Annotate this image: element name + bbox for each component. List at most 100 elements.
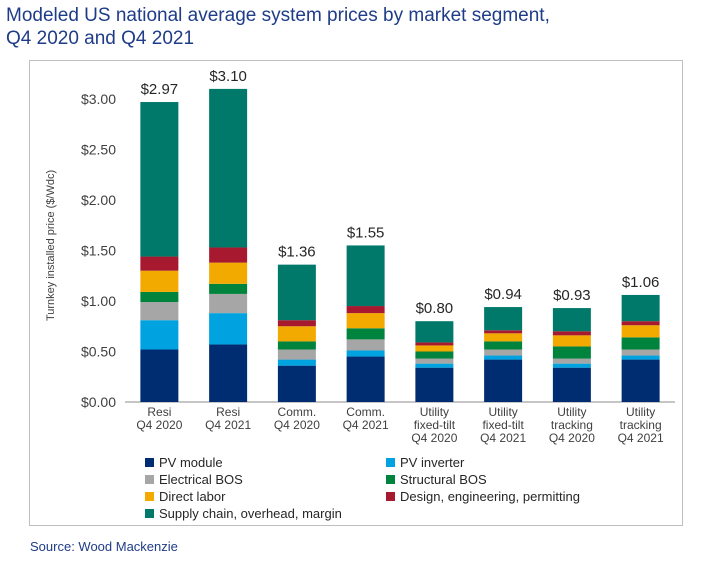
bar-segment-structural_bos [277,341,316,350]
bar-segment-pv_module [209,344,248,402]
bar-segment-structural_bos [621,337,660,350]
bar-segment-supply_chain [277,264,316,321]
legend-label-structural_bos: Structural BOS [400,472,487,487]
y-tick-label: $0.00 [81,394,116,410]
legend-label-direct_labor: Direct labor [159,489,226,504]
x-tick-label: Q4 2020 [136,418,182,432]
bar-segment-supply_chain [209,88,248,248]
y-tick-label: $1.00 [81,293,116,309]
legend-label-supply_chain: Supply chain, overhead, margin [159,506,342,521]
x-tick-label: Comm. [346,405,385,419]
legend-swatch-pv_module [145,458,154,467]
bar-segment-pv_inverter [552,363,591,368]
bar-segment-electrical_bos [484,349,523,356]
bar-segment-design [484,330,523,334]
bar-segment-structural_bos [209,283,248,294]
bar-segment-pv_module [415,367,454,402]
bar-segment-pv_inverter [140,320,179,350]
bar-segment-design [552,331,591,336]
y-tick-label: $3.00 [81,91,116,107]
bar-segment-pv_inverter [621,355,660,360]
bar-segment-pv_module [552,367,591,402]
x-tick-label: fixed-tilt [414,418,456,432]
bar-segment-electrical_bos [621,349,660,356]
bar-total-label: $0.94 [484,286,522,303]
bar-total-label: $2.97 [141,81,179,98]
x-tick-label: tracking [551,418,593,432]
bar-segment-supply_chain [415,321,454,343]
x-tick-label: Utility [420,405,449,419]
y-tick-label: $2.00 [81,192,116,208]
bar-segment-pv_inverter [484,355,523,360]
x-tick-label: tracking [620,418,662,432]
bar-segment-design [140,256,179,271]
x-tick-label: Resi [147,405,171,419]
chart-title-line-1: Modeled US national average system price… [6,5,550,26]
bar-segment-pv_module [484,359,523,402]
x-tick-label: Q4 2021 [480,431,526,445]
bar-segment-electrical_bos [346,339,385,351]
legend-swatch-design [386,492,395,501]
bar-segment-pv_module [621,359,660,402]
y-tick-label: $0.50 [81,344,116,360]
bar-segment-structural_bos [346,328,385,340]
chart-title: Modeled US national average system price… [6,4,696,50]
bar-total-label: $1.06 [622,274,660,291]
bar-total-label: $0.80 [416,300,454,317]
x-tick-label: Q4 2020 [274,418,320,432]
bar-segment-structural_bos [552,346,591,359]
bar-segment-supply_chain [484,307,523,331]
bar-segment-direct_labor [140,270,179,292]
x-tick-label: Q4 2020 [411,431,457,445]
legend-swatch-electrical_bos [145,475,154,484]
bar-segment-supply_chain [346,245,385,307]
x-tick-label: Comm. [278,405,317,419]
bar-segment-direct_labor [346,313,385,329]
bar-segment-electrical_bos [277,349,316,360]
x-tick-label: Q4 2021 [343,418,389,432]
bar-total-label: $1.55 [347,224,385,241]
bar-segment-electrical_bos [552,358,591,364]
x-tick-label: Utility [488,405,517,419]
bar-segment-direct_labor [415,345,454,352]
chart-frame [29,60,683,526]
x-tick-label: Q4 2021 [205,418,251,432]
bar-segment-direct_labor [209,262,248,284]
bar-segment-design [621,321,660,326]
bar-segment-design [277,320,316,327]
bar-total-label: $3.10 [209,68,247,85]
bar-segment-direct_labor [484,333,523,342]
bar-segment-pv_inverter [415,363,454,368]
bar-segment-structural_bos [415,351,454,359]
bar-segment-pv_inverter [346,350,385,357]
chart-title-line-2: Q4 2020 and Q4 2021 [6,28,195,49]
legend-swatch-direct_labor [145,492,154,501]
bar-segment-direct_labor [621,325,660,338]
bar-segment-direct_labor [277,326,316,342]
bar-total-label: $1.36 [278,244,316,261]
bar-segment-pv_inverter [209,313,248,345]
x-tick-label: Q4 2021 [618,431,664,445]
x-tick-label: Q4 2020 [549,431,595,445]
bar-segment-design [415,342,454,346]
bar-segment-supply_chain [552,308,591,332]
source-note: Source: Wood Mackenzie [30,539,178,554]
x-tick-label: Resi [216,405,240,419]
bar-segment-pv_inverter [277,359,316,366]
x-tick-label: fixed-tilt [482,418,524,432]
x-tick-label: Utility [626,405,655,419]
bar-segment-electrical_bos [209,293,248,314]
y-axis-title: Turnkey installed price ($/Wdc) [45,170,57,321]
legend-label-design: Design, engineering, permitting [400,489,580,504]
bar-segment-design [346,306,385,314]
legend-label-electrical_bos: Electrical BOS [159,472,243,487]
bar-segment-electrical_bos [415,358,454,364]
x-tick-label: Utility [557,405,586,419]
bar-segment-electrical_bos [140,302,179,321]
y-tick-label: $1.50 [81,243,116,259]
bar-segment-supply_chain [140,102,179,257]
bar-total-label: $0.93 [553,287,591,304]
bar-segment-supply_chain [621,294,660,322]
bar-segment-direct_labor [552,335,591,347]
